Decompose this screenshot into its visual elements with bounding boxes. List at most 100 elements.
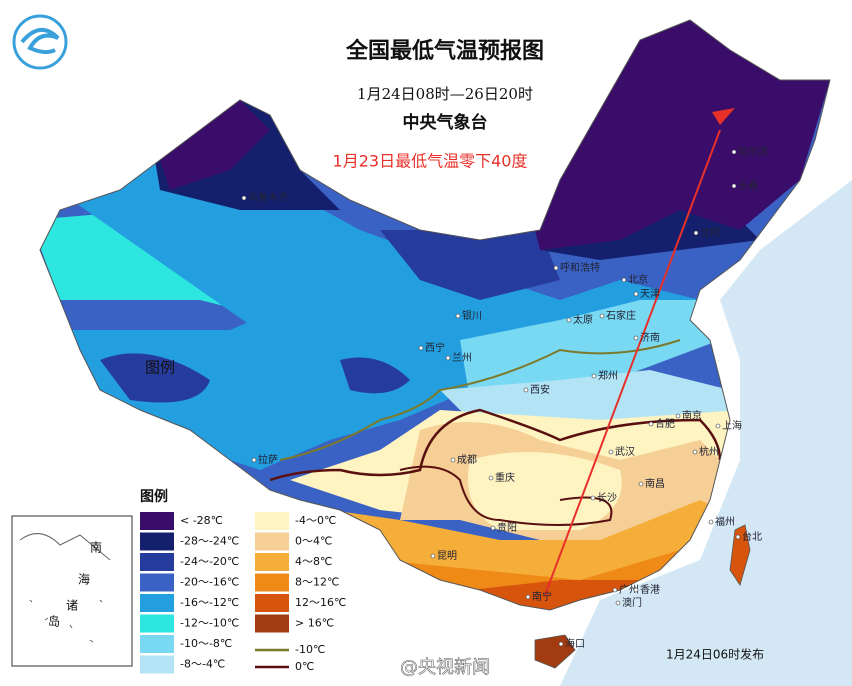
- city-label: 成都: [457, 454, 477, 466]
- temperature-zone: [160, 100, 270, 190]
- inset: [11, 515, 133, 667]
- legend-label: -8～-4℃: [180, 658, 225, 671]
- city-label: 福州: [715, 515, 735, 528]
- legend-label: > 16℃: [295, 617, 334, 630]
- legend-swatch: [140, 573, 174, 592]
- city-dot: [675, 413, 681, 419]
- logo: [12, 14, 68, 70]
- city-label: 呼和浩特: [560, 262, 600, 274]
- legend-swatch: [140, 512, 174, 530]
- annotation-arrow: [544, 129, 721, 596]
- city-dot: [553, 265, 559, 271]
- legend-label: -10～-8℃: [180, 637, 232, 650]
- city-dot: [648, 421, 654, 427]
- legend-title: 图例: [140, 488, 168, 505]
- city-dot: [693, 230, 699, 236]
- legend-swatch: [255, 512, 289, 530]
- city-label: 西宁: [425, 341, 445, 354]
- city-label: 银川: [462, 309, 482, 322]
- city-dot: [488, 475, 494, 481]
- city-label: 澳门: [622, 596, 642, 609]
- legend-label: -4～0℃: [295, 514, 336, 527]
- city-label: 拉萨: [258, 453, 278, 466]
- city-label: 长沙: [597, 492, 617, 504]
- city-label: 南昌: [645, 477, 665, 490]
- city-label: 广州: [619, 584, 639, 596]
- city-label: 上海: [722, 419, 742, 432]
- city-dot: [608, 449, 614, 455]
- city-dot: [599, 313, 605, 319]
- city-label: 北京: [628, 273, 648, 286]
- legend-label: -20～-16℃: [180, 576, 239, 589]
- title: 全国最低气温预报图: [345, 38, 544, 64]
- city-dot: [566, 317, 572, 323]
- agency: 中央气象台: [403, 112, 488, 133]
- footer: 1月24日06时发布: [666, 647, 764, 662]
- city-label: 香港: [640, 584, 660, 596]
- city-label: 乌鲁木齐: [248, 191, 288, 204]
- city-dot: [251, 457, 257, 463]
- city-label: 兰州: [452, 351, 472, 364]
- city-dot: [450, 457, 456, 463]
- legend-swatch: [255, 553, 289, 571]
- city-label: 沈阳: [700, 226, 720, 239]
- inset-label: 海: [78, 572, 90, 587]
- temperature-zone: [380, 230, 560, 300]
- isotherm-0: [269, 408, 722, 482]
- city-dot: [445, 355, 451, 361]
- map-label: 图例: [145, 359, 175, 377]
- city-label: 杭州: [699, 445, 719, 458]
- city-label: 贵阳: [497, 521, 517, 534]
- arrow-head: [712, 108, 735, 125]
- city-dot: [558, 641, 564, 647]
- city-dot: [735, 534, 741, 540]
- legend-label: 0℃: [295, 660, 314, 673]
- isotherm-0-inner: [399, 465, 613, 526]
- legend-swatch: [140, 594, 174, 612]
- city-dot: [633, 291, 639, 297]
- city-label: 南京: [682, 409, 702, 422]
- legend-swatch: [255, 532, 289, 551]
- sea: [560, 180, 852, 686]
- city-dot: [731, 149, 737, 155]
- city-label: 石家庄: [606, 309, 636, 322]
- city-dot: [525, 594, 531, 600]
- city-label: 合肥: [655, 417, 675, 430]
- city-label: 昆明: [437, 550, 457, 562]
- city-dot: [633, 587, 639, 593]
- isotherm-minus10: [279, 339, 681, 461]
- temperature-zone: [468, 452, 622, 530]
- city-dot: [241, 195, 247, 201]
- inset-label: 诸: [66, 599, 78, 613]
- inset-label: 岛: [48, 614, 60, 629]
- inset-label: 南: [90, 540, 102, 555]
- city-dot: [621, 277, 627, 283]
- city-label: 长春: [738, 180, 758, 192]
- legend-swatch: [140, 532, 174, 551]
- city-dot: [591, 373, 597, 379]
- temperature-zone: [530, 20, 830, 250]
- city-dot: [708, 519, 714, 525]
- legend-label: 8～12℃: [295, 576, 339, 589]
- city-dot: [490, 525, 496, 531]
- legend-swatch: [140, 614, 174, 633]
- legend-label: -28～-24℃: [180, 535, 239, 548]
- city-label: 天津: [640, 288, 660, 300]
- city-label: 海口: [565, 637, 585, 650]
- city-label: 哈尔滨: [738, 145, 768, 158]
- legend-label: -24～-20℃: [180, 555, 239, 568]
- legend-label: 12～16℃: [295, 596, 346, 609]
- city-dot: [715, 423, 721, 429]
- city-dot: [455, 313, 461, 319]
- city-label: 台北: [742, 530, 762, 543]
- legend-swatch: [255, 573, 289, 592]
- city-dot: [590, 495, 596, 501]
- city-dot: [615, 600, 621, 606]
- city-label: 重庆: [495, 471, 515, 484]
- legend-label: 4～8℃: [295, 555, 332, 568]
- legend-label: 0～4℃: [295, 535, 332, 548]
- temperature-zone: [100, 353, 210, 403]
- legend-swatch: [255, 614, 289, 633]
- subtitle: 1月24日08时—26日20时: [357, 85, 533, 103]
